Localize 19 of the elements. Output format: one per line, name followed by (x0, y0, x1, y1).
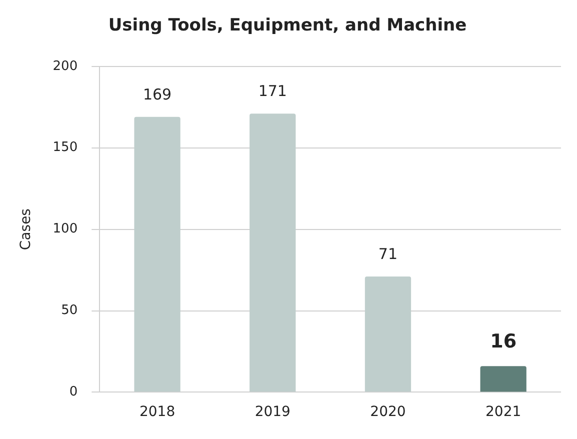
data-label: 171 (258, 82, 287, 100)
data-label: 71 (378, 244, 398, 263)
x-tick-label: 2018 (139, 404, 176, 420)
y-tick-label: 150 (52, 140, 78, 156)
data-label: 169 (142, 85, 172, 104)
bar (480, 366, 526, 392)
y-axis-title: Cases (18, 208, 34, 250)
x-tick-label: 2019 (254, 404, 290, 420)
y-tick-label: 0 (69, 384, 78, 400)
y-tick-label: 200 (52, 58, 78, 74)
y-tick-label: 50 (61, 303, 78, 318)
y-tick-label: 100 (52, 222, 78, 237)
data-label: 16 (490, 330, 517, 353)
x-tick-label: 2020 (370, 404, 406, 420)
x-tick-label: 2021 (486, 404, 522, 420)
chart-title: Using Tools, Equipment, and Machine (108, 16, 467, 36)
bar (364, 276, 412, 392)
bar (134, 116, 180, 392)
bar (250, 114, 296, 392)
